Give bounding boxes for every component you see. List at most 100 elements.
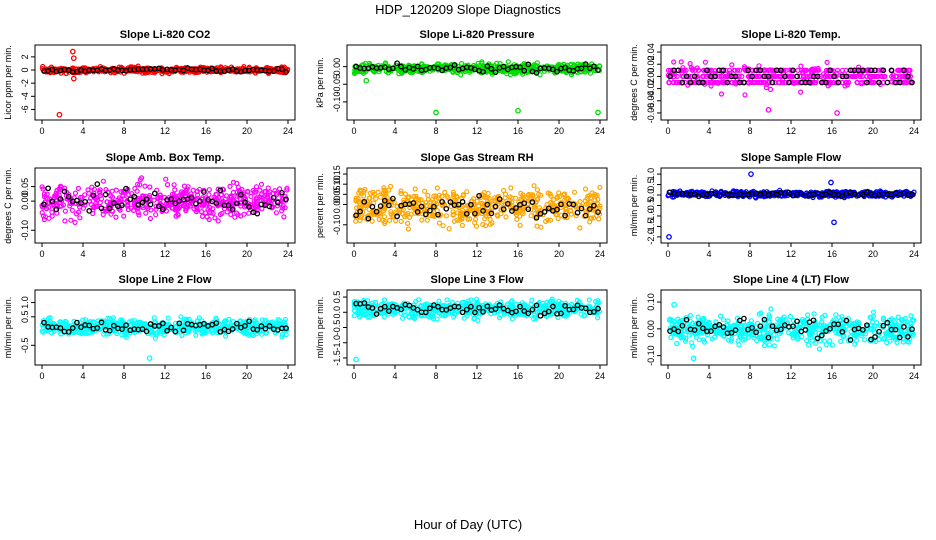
data-point: [199, 203, 205, 209]
data-point: [446, 226, 452, 232]
data-point: [377, 194, 383, 200]
hourly-point: [533, 214, 540, 221]
data-point: [452, 197, 458, 203]
hourly-point: [238, 191, 244, 198]
y-tick-label: 0.5: [646, 178, 656, 191]
data-point: [139, 175, 145, 181]
data-point: [776, 79, 782, 86]
data-point: [538, 208, 545, 214]
data-point: [118, 189, 124, 195]
data-point: [589, 190, 595, 196]
data-point: [422, 188, 428, 194]
data-point: [137, 319, 143, 325]
hourly-point: [266, 203, 273, 210]
data-point: [228, 194, 234, 200]
hourly-point: [172, 200, 179, 207]
hourly-point: [472, 309, 478, 316]
x-tick-label: 12: [160, 249, 170, 259]
data-point: [690, 79, 696, 86]
data-point: [879, 73, 885, 80]
data-point: [486, 195, 492, 202]
data-point: [737, 67, 743, 73]
data-point: [451, 194, 457, 200]
data-point: [894, 73, 900, 80]
x-tick-label: 0: [351, 371, 356, 381]
hourly-point: [176, 320, 183, 327]
data-point: [560, 192, 567, 198]
data-point: [230, 189, 236, 195]
data-points: [665, 171, 917, 240]
data-point: [800, 70, 806, 76]
hourly-point: [102, 191, 109, 198]
data-point: [549, 296, 555, 302]
plot-frame: [346, 44, 608, 121]
data-point: [383, 191, 389, 197]
data-point: [62, 208, 69, 214]
x-tick-label: 12: [786, 371, 796, 381]
data-point: [246, 210, 252, 216]
data-point: [544, 299, 550, 305]
data-point: [483, 213, 489, 219]
data-point: [582, 312, 588, 319]
hourly-point: [513, 308, 519, 315]
data-point: [573, 213, 579, 219]
data-point: [281, 214, 287, 220]
data-point: [135, 209, 141, 216]
y-tick-label: 0.00: [332, 58, 342, 76]
data-point: [529, 297, 535, 303]
data-point: [871, 79, 877, 86]
data-point: [398, 70, 405, 76]
data-point: [209, 330, 216, 336]
hourly-point: [533, 302, 540, 309]
x-tick-label: 12: [160, 371, 170, 381]
hourly-point: [720, 67, 727, 74]
data-point: [419, 61, 425, 67]
y-axis-label: percent per min.: [315, 173, 325, 238]
hourly-point: [398, 306, 404, 313]
hourly-point: [488, 210, 495, 217]
data-point: [483, 223, 489, 229]
data-point: [113, 187, 119, 193]
data-point: [163, 176, 169, 182]
hourly-point: [798, 190, 805, 197]
data-point: [845, 73, 852, 80]
hourly-point: [529, 199, 536, 205]
data-point: [356, 308, 363, 314]
hourly-point: [156, 203, 162, 210]
hourly-point: [82, 198, 88, 205]
data-point: [666, 79, 672, 86]
y-axis-label: ml/min per min.: [629, 297, 639, 359]
data-point: [870, 73, 876, 80]
data-point: [93, 200, 99, 206]
hourly-point: [574, 302, 581, 309]
data-point: [45, 326, 51, 332]
outlier-point: [828, 179, 834, 186]
y-tick-label: 0.0: [332, 306, 342, 319]
data-point: [100, 178, 107, 184]
data-point: [402, 191, 408, 197]
data-point: [588, 215, 595, 221]
hourly-point: [704, 67, 710, 74]
main-title: HDP_120209 Slope Diagnostics: [375, 2, 561, 17]
data-point: [545, 190, 551, 196]
hourly-point: [242, 323, 248, 329]
data-point: [58, 70, 64, 76]
data-point: [763, 84, 769, 91]
data-point: [130, 207, 137, 213]
data-point: [413, 299, 419, 305]
outlier-point: [56, 111, 63, 118]
x-tick-label: 24: [909, 371, 919, 381]
data-point: [105, 319, 112, 325]
hourly-point: [554, 68, 560, 75]
data-point: [398, 218, 404, 224]
data-point: [150, 324, 157, 330]
y-axis-label: degrees C per min.: [3, 167, 13, 244]
y-tick-label: 0.0: [646, 189, 656, 202]
y-tick-label: 0.5: [20, 311, 30, 324]
data-point: [424, 217, 430, 223]
data-point: [196, 315, 202, 321]
hourly-point: [513, 205, 519, 211]
data-point: [275, 317, 281, 323]
data-point: [718, 91, 725, 97]
